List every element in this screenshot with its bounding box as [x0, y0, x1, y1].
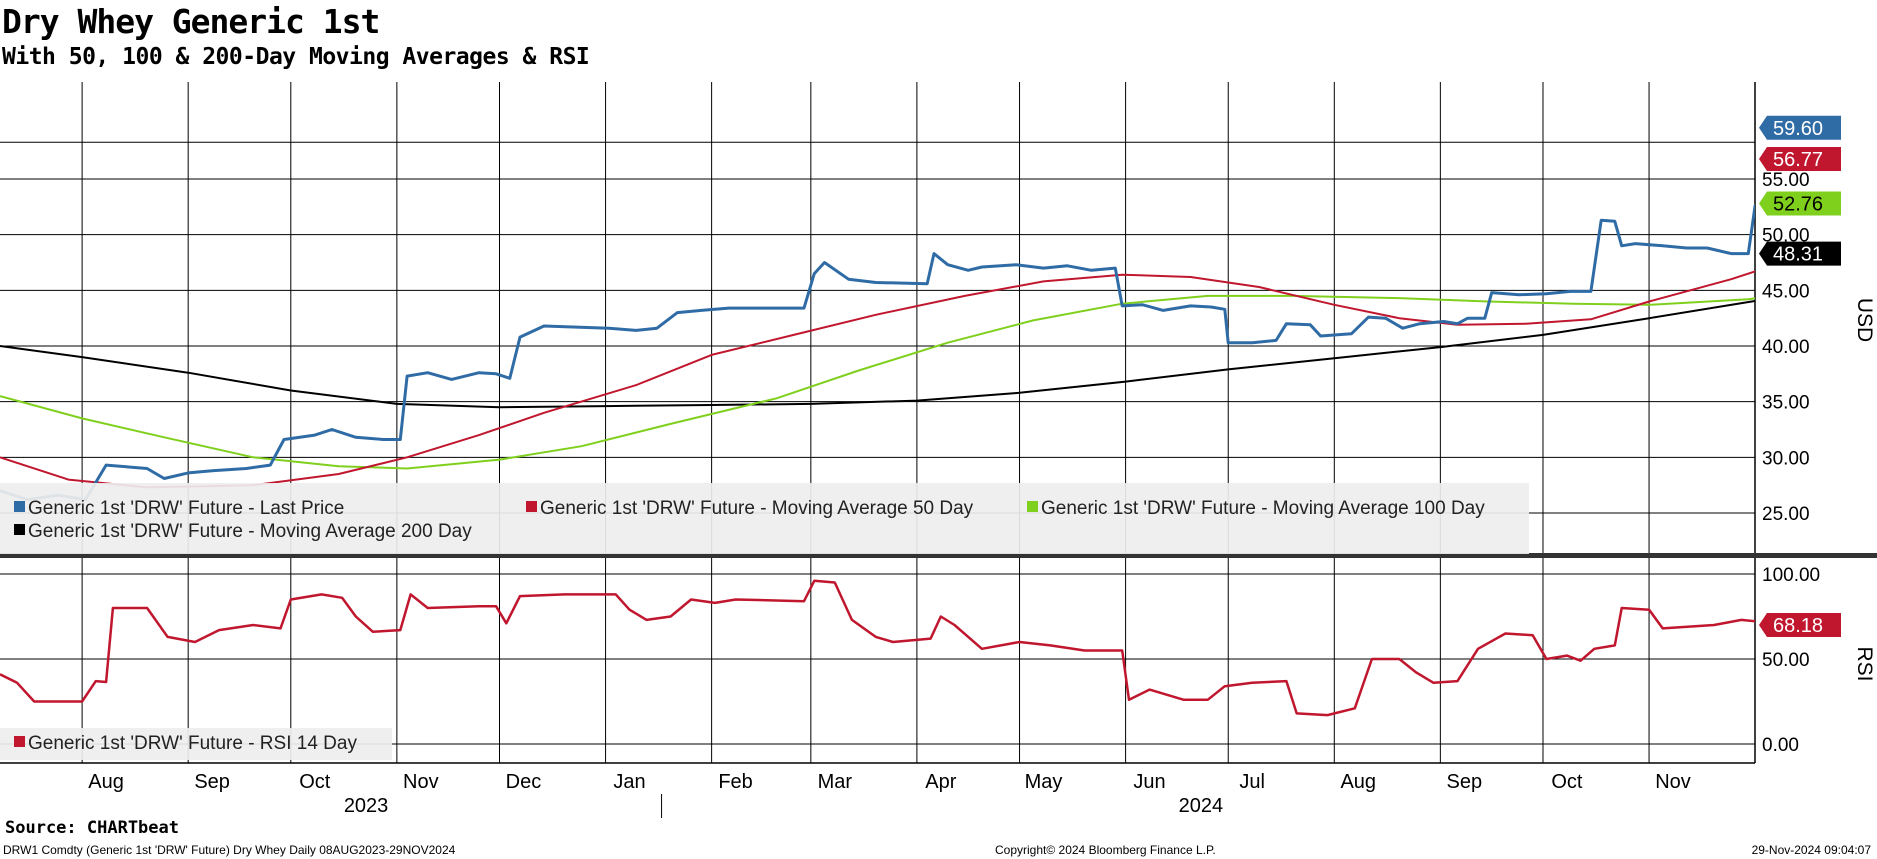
x-tick-label: Jul	[1239, 771, 1265, 793]
x-tick-label: Aug	[88, 771, 124, 793]
chart-subtitle: With 50, 100 & 200-Day Moving Averages &…	[2, 44, 590, 70]
chart-title: Dry Whey Generic 1st	[2, 2, 380, 41]
price-axis-label: USD	[1853, 298, 1876, 342]
x-tick-label: Sep	[194, 771, 230, 793]
x-tick-label: Nov	[1655, 771, 1691, 793]
legend-label: Generic 1st 'DRW' Future - RSI 14 Day	[28, 733, 357, 754]
legend-swatch	[14, 524, 25, 535]
legend-label: Generic 1st 'DRW' Future - Moving Averag…	[28, 521, 472, 542]
price-tick-label: 35.00	[1762, 393, 1810, 414]
legend-swatch	[14, 501, 25, 512]
legend-label: Generic 1st 'DRW' Future - Moving Averag…	[540, 498, 974, 519]
x-year-label: 2024	[1179, 795, 1224, 817]
x-year-label: 2023	[344, 795, 389, 817]
price-tick-label: 25.00	[1762, 504, 1810, 525]
x-tick-label: Aug	[1340, 771, 1376, 793]
last-value-last_price-flag	[1759, 115, 1841, 140]
x-tick-label: Oct	[1551, 771, 1583, 793]
last-value-rsi-flag	[1759, 613, 1841, 637]
rsi-tick-label: 100.00	[1762, 565, 1820, 586]
panel-separator	[0, 553, 1877, 558]
rsi-tick-label: 0.00	[1762, 735, 1799, 756]
series-line-last_price	[0, 204, 1755, 502]
last-value-last_price-value: 59.60	[1773, 118, 1823, 140]
x-tick-label: Mar	[818, 771, 853, 793]
legend-swatch	[14, 736, 25, 747]
legend-label: Generic 1st 'DRW' Future - Last Price	[28, 498, 344, 519]
x-tick-label: Oct	[299, 771, 331, 793]
x-tick-label: Feb	[718, 771, 752, 793]
x-tick-label: Jan	[613, 771, 645, 793]
source-note: Source: CHARTbeat	[5, 818, 179, 838]
series-line-ma50	[0, 270, 1755, 489]
series-line-rsi	[0, 579, 1755, 717]
x-tick-label: Jun	[1133, 771, 1165, 793]
price-tick-label: 50.00	[1762, 226, 1810, 247]
price-tick-label: 40.00	[1762, 337, 1810, 358]
series-line-ma200	[0, 300, 1755, 409]
legend-swatch	[526, 501, 537, 512]
timestamp: 29-Nov-2024 09:04:07	[1751, 843, 1871, 857]
last-value-ma200-flag	[1759, 241, 1841, 266]
rsi-legend-box	[0, 728, 392, 760]
series-description: DRW1 Comdty (Generic 1st 'DRW' Future) D…	[3, 843, 456, 857]
price-tick-label: 30.00	[1762, 448, 1810, 469]
rsi-axis-label: RSI	[1853, 646, 1876, 681]
last-value-ma100-flag	[1759, 191, 1841, 216]
x-tick-label: Sep	[1447, 771, 1483, 793]
copyright-note: Copyright© 2024 Bloomberg Finance L.P.	[995, 843, 1216, 857]
rsi-tick-label: 50.00	[1762, 650, 1810, 671]
legend-swatch	[1027, 501, 1038, 512]
x-tick-label: May	[1025, 771, 1063, 793]
x-tick-label: Apr	[925, 771, 956, 793]
last-value-ma50-value: 56.77	[1773, 149, 1823, 171]
price-tick-label: 45.00	[1762, 281, 1810, 302]
last-value-ma100-value: 52.76	[1773, 193, 1823, 215]
price-legend-box	[0, 483, 1529, 554]
last-value-ma200-value: 48.31	[1773, 244, 1823, 266]
x-tick-label: Dec	[506, 771, 542, 793]
price-tick-label: 55.00	[1762, 170, 1810, 191]
legend-label: Generic 1st 'DRW' Future - Moving Averag…	[1041, 498, 1485, 519]
series-line-ma100	[0, 294, 1755, 470]
last-value-rsi-value: 68.18	[1773, 615, 1823, 637]
x-tick-label: Nov	[403, 771, 439, 793]
last-value-ma50-flag	[1759, 146, 1841, 171]
